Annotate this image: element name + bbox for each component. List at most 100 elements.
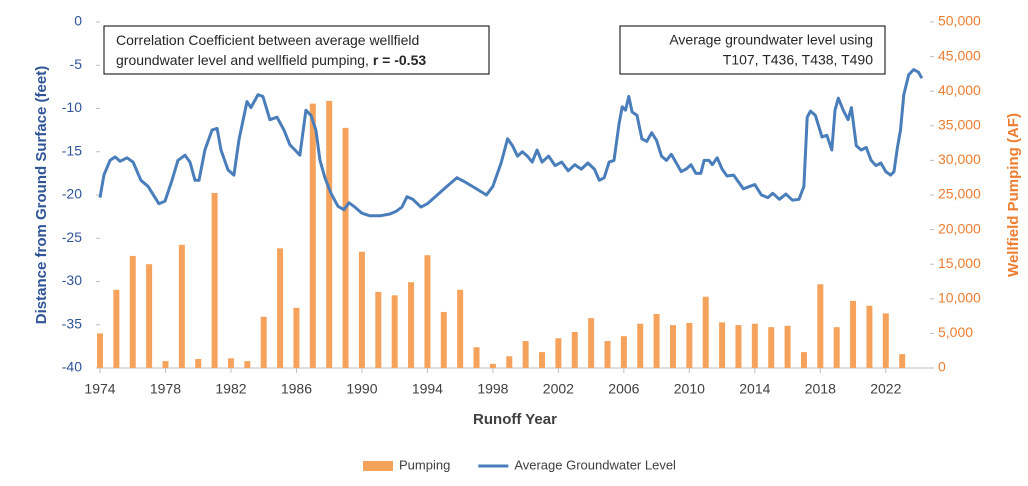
bar [620, 336, 627, 368]
annotation-line: groundwater level and wellfield pumping, [116, 52, 373, 68]
y2-tick-label: 25,000 [938, 186, 981, 202]
bar [375, 291, 382, 368]
bar [162, 361, 169, 368]
y-tick-label: 0 [74, 13, 82, 29]
bar [260, 316, 267, 368]
annotation-text: T107, T436, T438, T490 [723, 52, 873, 68]
bar [555, 338, 562, 368]
bar [669, 325, 676, 368]
bar [735, 325, 742, 368]
bar [293, 307, 300, 368]
bar [571, 332, 578, 368]
bar [539, 352, 546, 368]
bar [97, 333, 103, 368]
bar [244, 361, 251, 368]
x-tick-label: 1978 [150, 381, 181, 397]
y2-tick-label: 10,000 [938, 290, 981, 306]
y-tick-label: -10 [62, 99, 82, 115]
bar [522, 341, 529, 368]
bar [326, 100, 333, 368]
y-tick-label: -20 [62, 186, 82, 202]
x-axis-title: Runoff Year [473, 411, 557, 428]
annotation-line: Correlation Coefficient between average … [116, 32, 419, 48]
bar [850, 300, 857, 368]
bar [588, 318, 595, 368]
bar [391, 295, 398, 368]
bar [211, 192, 218, 368]
y2-tick-label: 20,000 [938, 220, 981, 236]
bar [866, 305, 873, 368]
bar [342, 127, 349, 368]
x-tick-label: 2010 [674, 381, 705, 397]
bar [309, 103, 316, 368]
annotation-emphasis: r = -0.53 [373, 52, 427, 68]
y2-tick-label: 5,000 [938, 324, 973, 340]
bar [277, 248, 284, 368]
x-tick-label: 2022 [870, 381, 901, 397]
bar [457, 289, 464, 368]
bar [424, 255, 431, 368]
x-tick-label: 2002 [543, 381, 574, 397]
y-tick-label: -30 [62, 272, 82, 288]
bar [653, 314, 660, 368]
bar [719, 322, 726, 368]
y2-tick-label: 45,000 [938, 47, 981, 63]
bar [227, 358, 234, 368]
bar [408, 282, 415, 368]
y2-tick-label: 15,000 [938, 255, 981, 271]
y2-tick-label: 40,000 [938, 82, 981, 98]
x-tick-label: 1974 [84, 381, 115, 397]
x-tick-label: 1998 [477, 381, 508, 397]
bar [686, 323, 693, 368]
y2-tick-label: 0 [938, 359, 946, 375]
x-tick-label: 2006 [608, 381, 639, 397]
legend-swatch [363, 461, 393, 471]
y-tick-label: -25 [62, 229, 82, 245]
bar [604, 341, 611, 368]
y-tick-label: -15 [62, 142, 82, 158]
line [98, 68, 924, 218]
bar [817, 284, 824, 368]
bar [129, 255, 136, 368]
bar [178, 244, 185, 368]
x-tick-label: 1986 [281, 381, 312, 397]
bar [506, 356, 513, 368]
annotation-box [619, 25, 886, 75]
bar [637, 323, 644, 368]
bar [751, 323, 758, 368]
x-tick-label: 2014 [739, 381, 770, 397]
bar [113, 289, 120, 368]
bar [358, 251, 365, 368]
annotation-text: groundwater level and wellfield pumping,… [116, 52, 426, 68]
x-tick-label: 1982 [215, 381, 246, 397]
bar [899, 354, 906, 368]
y2-axis-title: Wellfield Pumping (AF) [1005, 113, 1022, 277]
bar [768, 327, 775, 368]
bar [784, 325, 791, 368]
bar [440, 311, 447, 368]
bar [833, 327, 840, 368]
bar [489, 363, 496, 368]
annotation-box [103, 25, 490, 75]
x-tick-label: 1990 [346, 381, 377, 397]
y-axis-title: Distance from Ground Surface (feet) [33, 66, 50, 324]
y-tick-label: -40 [62, 359, 82, 375]
y2-tick-label: 35,000 [938, 117, 981, 133]
bar [702, 296, 709, 368]
bar [800, 352, 807, 368]
bar [882, 313, 889, 368]
y2-tick-label: 50,000 [938, 13, 981, 29]
annotation-text: Average groundwater level using [669, 32, 873, 48]
legend-label: Average Groundwater Level [514, 457, 676, 472]
legend-label: Pumping [399, 457, 450, 472]
x-tick-label: 2018 [805, 381, 836, 397]
annotation-text: Correlation Coefficient between average … [116, 32, 419, 48]
bar [146, 264, 153, 368]
y2-tick-label: 30,000 [938, 151, 981, 167]
y-tick-label: -5 [70, 56, 83, 72]
y-tick-label: -35 [62, 315, 82, 331]
x-tick-label: 1994 [412, 381, 443, 397]
bar [473, 347, 480, 368]
bar [195, 359, 202, 368]
